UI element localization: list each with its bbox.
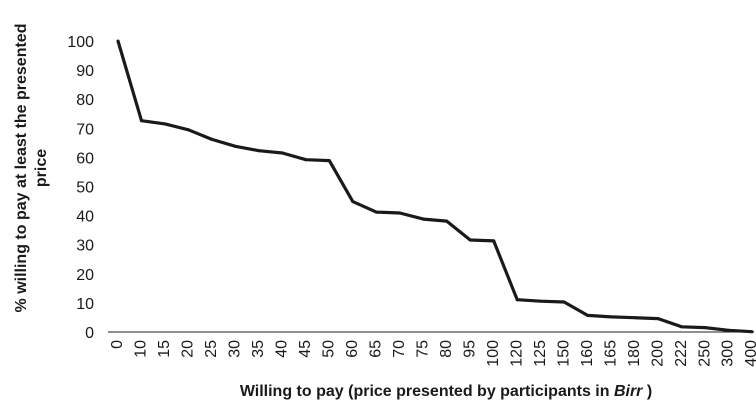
x-tick-label: 65 bbox=[368, 340, 385, 358]
data-point bbox=[398, 211, 402, 215]
x-tick-label: 95 bbox=[461, 340, 478, 358]
data-point bbox=[750, 330, 754, 334]
data-point bbox=[304, 158, 308, 162]
data-point bbox=[445, 219, 449, 223]
data-point bbox=[609, 315, 613, 319]
x-tick-label: 25 bbox=[203, 340, 220, 358]
y-tick-label: 60 bbox=[76, 150, 94, 167]
data-point bbox=[233, 144, 237, 148]
data-point bbox=[139, 119, 143, 123]
x-tick-label: 222 bbox=[673, 340, 690, 367]
x-tick-label: 200 bbox=[649, 340, 666, 367]
x-tick-label: 300 bbox=[720, 340, 737, 367]
y-axis-title-line2: price bbox=[33, 149, 50, 187]
x-tick-label: 35 bbox=[250, 340, 267, 358]
data-point bbox=[421, 217, 425, 221]
x-tick-label: 250 bbox=[696, 340, 713, 367]
x-tick-label: 400 bbox=[743, 340, 756, 367]
y-tick-label: 0 bbox=[85, 325, 94, 342]
x-tick-label: 50 bbox=[321, 340, 338, 358]
x-tick-label: 150 bbox=[555, 340, 572, 367]
data-point bbox=[374, 210, 378, 214]
data-point bbox=[210, 137, 214, 141]
y-tick-label: 80 bbox=[76, 92, 94, 109]
x-tick-label: 75 bbox=[414, 340, 431, 358]
data-point bbox=[351, 200, 355, 204]
x-axis-title-main: Willing to pay (price presented by parti… bbox=[240, 383, 614, 400]
x-tick-label: 40 bbox=[274, 340, 291, 358]
x-tick-label: 80 bbox=[438, 340, 455, 358]
data-point bbox=[280, 151, 284, 155]
data-point bbox=[186, 128, 190, 132]
y-tick-label: 30 bbox=[76, 238, 94, 255]
data-point bbox=[562, 300, 566, 304]
data-point bbox=[539, 299, 543, 303]
y-tick-label: 20 bbox=[76, 267, 94, 284]
x-tick-label: 160 bbox=[579, 340, 596, 367]
y-tick-label: 10 bbox=[76, 296, 94, 313]
data-point bbox=[163, 122, 167, 126]
y-tick-label: 40 bbox=[76, 209, 94, 226]
data-point bbox=[116, 39, 120, 43]
x-tick-label: 125 bbox=[532, 340, 549, 367]
x-tick-label: 30 bbox=[227, 340, 244, 358]
data-point bbox=[515, 298, 519, 302]
x-axis-title-italic: Birr bbox=[614, 383, 643, 400]
data-point bbox=[468, 238, 472, 242]
y-axis-title-line1: % willing to pay at least the presented bbox=[13, 24, 30, 313]
data-point bbox=[327, 159, 331, 163]
x-tick-label: 120 bbox=[508, 340, 525, 367]
x-tick-label: 10 bbox=[133, 340, 150, 358]
x-axis-title-suffix: ) bbox=[642, 383, 652, 400]
data-point bbox=[680, 325, 684, 329]
x-tick-label: 100 bbox=[485, 340, 502, 367]
x-tick-label: 0 bbox=[109, 340, 126, 349]
x-tick-label: 70 bbox=[391, 340, 408, 358]
data-point bbox=[656, 317, 660, 321]
x-tick-label: 45 bbox=[297, 340, 314, 358]
data-point bbox=[586, 313, 590, 317]
y-tick-label: 100 bbox=[67, 34, 94, 51]
x-tick-label: 60 bbox=[344, 340, 361, 358]
data-point bbox=[257, 149, 261, 153]
x-tick-label: 20 bbox=[180, 340, 197, 358]
y-tick-label: 90 bbox=[76, 63, 94, 80]
x-tick-label: 180 bbox=[626, 340, 643, 367]
x-axis-title: Willing to pay (price presented by parti… bbox=[240, 383, 652, 400]
data-point bbox=[727, 328, 731, 332]
data-point bbox=[703, 326, 707, 330]
y-tick-label: 70 bbox=[76, 121, 94, 138]
data-point bbox=[492, 239, 496, 243]
x-axis-ticks: 0 10 15 20 25 30 35 40 45 50 60 65 70 75 80 95 100 120 125… bbox=[109, 340, 756, 367]
data-point bbox=[633, 316, 637, 320]
series-line-willing-to-pay bbox=[116, 40, 753, 334]
x-tick-label: 15 bbox=[156, 340, 173, 358]
y-tick-label: 50 bbox=[76, 180, 94, 197]
data-points bbox=[116, 39, 754, 334]
y-axis-ticks: 0 10 20 30 40 50 60 70 80 90 100 bbox=[67, 34, 94, 342]
x-tick-label: 165 bbox=[602, 340, 619, 367]
